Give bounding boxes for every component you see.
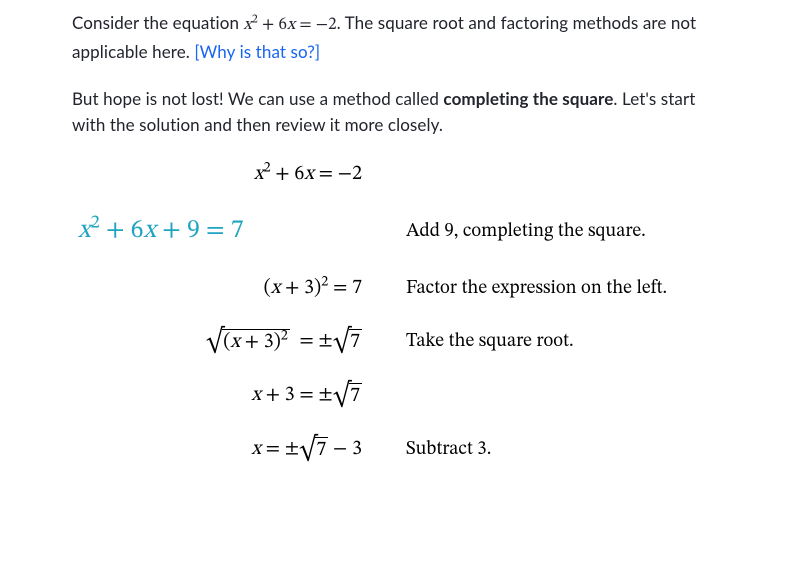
intro-inline-equation: x2 + 6x = −2 <box>244 17 337 34</box>
step-1-equation: x2 + 6x = −2 <box>72 162 362 187</box>
step-4-explanation: Take the square root. <box>406 330 728 354</box>
step-4-equation: √(x + 3)2 = ±√7 <box>72 329 362 355</box>
why-link[interactable]: [Why is that so?] <box>194 41 320 62</box>
intro-paragraph-1: Consider the equation x2 + 6x = −2. The … <box>72 10 728 66</box>
step-2-explanation: Add 9, completing the square. <box>406 220 728 244</box>
lesson-content: Consider the equation x2 + 6x = −2. The … <box>0 0 800 463</box>
intro-text-a: Consider the equation <box>72 12 244 33</box>
derivation-block: x2 + 6x = −2 x2 + 6x + 9 = 7 Add 9, comp… <box>72 162 728 463</box>
step-3-explanation: Factor the expression on the left. <box>406 277 728 301</box>
step-6-explanation: Subtract 3. <box>406 438 728 462</box>
step-3-equation: (x + 3)2 = 7 <box>72 276 362 301</box>
intro2-bold: completing the square <box>443 88 613 109</box>
step-6-equation: x = ±√7 − 3 <box>72 437 362 463</box>
step-5-equation: x + 3 = ±√7 <box>72 383 362 409</box>
intro2-a: But hope is not lost! We can use a metho… <box>72 88 443 109</box>
intro-paragraph-2: But hope is not lost! We can use a metho… <box>72 86 728 139</box>
step-2-equation: x2 + 6x + 9 = 7 <box>72 215 362 248</box>
